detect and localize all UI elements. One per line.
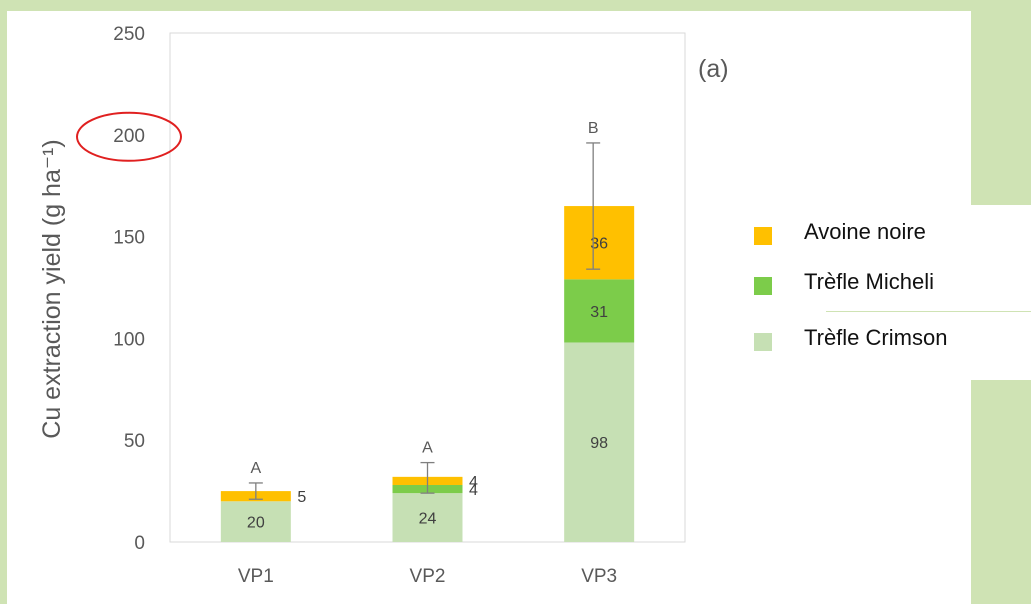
data-label: 5: [297, 489, 306, 506]
x-tick-label: VP1: [238, 566, 274, 587]
x-axis: VP1 VP2 VP3: [238, 566, 617, 587]
highlight-ellipse: [76, 111, 182, 162]
data-label: 20: [247, 515, 265, 532]
significance-letter: B: [588, 120, 599, 137]
significance-letter: A: [250, 460, 261, 477]
data-label: 24: [419, 511, 437, 528]
x-tick-label: VP3: [581, 566, 617, 587]
significance-letter: A: [422, 440, 433, 457]
y-tick-label: 0: [134, 533, 145, 554]
y-tick-label: 150: [113, 228, 145, 249]
x-tick-label: VP2: [410, 566, 446, 587]
data-label: 98: [590, 435, 608, 452]
bars-layer: 20 5 A 24 44 A 98 31 36 B: [220, 120, 635, 542]
y-tick-label: 250: [113, 24, 145, 45]
legend: Avoine noire Trèfle Micheli Trèfle Crimson: [746, 205, 1031, 380]
legend-label: Avoine noire: [804, 219, 926, 244]
legend-divider: [826, 256, 1031, 257]
legend-swatch: [754, 333, 772, 351]
y-axis: 0 50 100 150 200 250: [113, 24, 145, 554]
bar-segment: [564, 342, 635, 542]
y-tick-label: 50: [124, 431, 145, 452]
panel-label: (a): [698, 55, 729, 83]
y-tick-label: 100: [113, 329, 145, 350]
data-label: 31: [590, 304, 608, 321]
y-axis-title: Cu extraction yield (g ha⁻¹): [38, 139, 66, 438]
bar-segment: [564, 279, 635, 343]
legend-label: Trèfle Micheli: [804, 269, 934, 294]
bar-segment: [220, 501, 291, 542]
data-label: 36: [590, 236, 608, 253]
bar-segment: [392, 493, 463, 542]
legend-label: Trèfle Crimson: [804, 325, 948, 350]
data-label: 4: [469, 474, 478, 491]
data-label: 4: [469, 482, 478, 499]
bar-segment: [564, 206, 635, 280]
legend-swatch: [754, 227, 772, 245]
legend-divider: [826, 311, 1031, 312]
y-tick-label: 200: [113, 126, 145, 147]
annotation-layer: [76, 111, 182, 162]
legend-swatch: [754, 277, 772, 295]
